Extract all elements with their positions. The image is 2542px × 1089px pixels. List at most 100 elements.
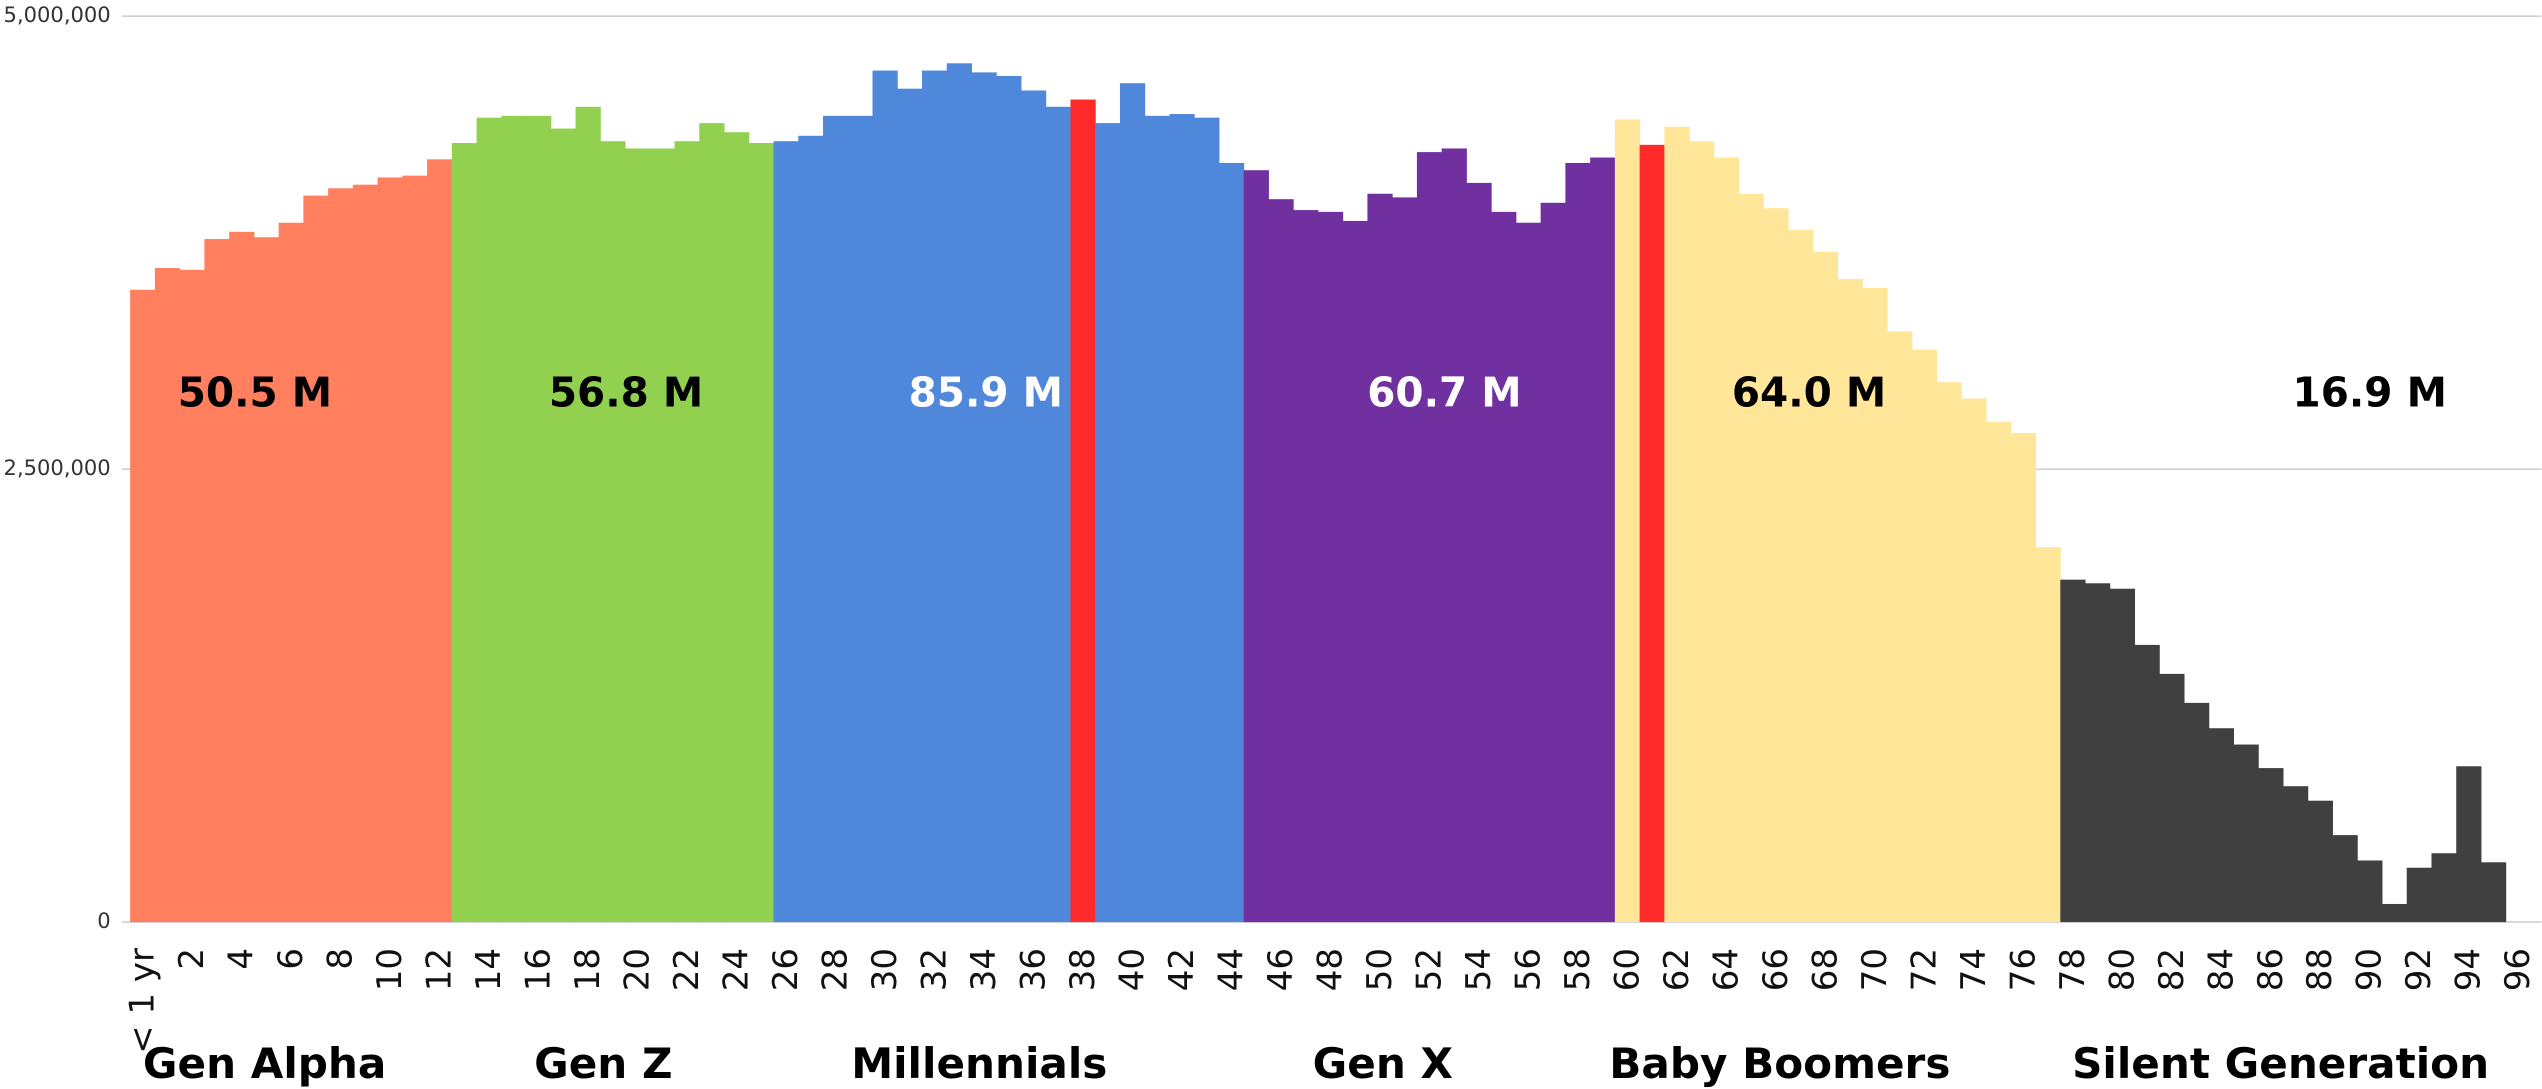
bar	[1713, 157, 1740, 923]
bar	[1441, 148, 1467, 923]
x-tick-label: 68	[1805, 948, 1845, 991]
bar	[2381, 903, 2408, 923]
bar	[1887, 331, 1913, 923]
bar	[823, 115, 849, 923]
bar	[476, 117, 502, 923]
bar	[1515, 222, 1542, 923]
x-tick-label: 26	[766, 948, 806, 991]
bar	[1664, 126, 1690, 923]
x-tick-label: 92	[2399, 948, 2439, 991]
y-tick-label: 5,000,000	[4, 2, 111, 27]
x-tick-label: 80	[2102, 948, 2142, 991]
bar	[2357, 860, 2383, 923]
bar	[2406, 867, 2432, 923]
bar	[922, 70, 948, 923]
x-tick-label: 48	[1310, 948, 1350, 991]
bar	[699, 123, 725, 923]
x-tick-label: 60	[1607, 948, 1647, 991]
x-tick-label: 22	[667, 948, 707, 991]
bar	[2184, 702, 2210, 923]
bar	[1639, 144, 1665, 923]
x-tick-label: 28	[816, 948, 856, 991]
bar	[1367, 193, 1393, 923]
y-tick-label: 2,500,000	[4, 455, 111, 480]
bar	[2480, 862, 2507, 923]
bar	[402, 175, 428, 923]
bar	[674, 141, 700, 923]
x-tick-label: 4	[222, 948, 262, 970]
x-tick-label: 70	[1855, 948, 1895, 991]
bar	[1788, 229, 1814, 923]
bar	[798, 135, 824, 923]
bar	[130, 289, 156, 923]
bar	[179, 269, 205, 923]
bar	[2109, 588, 2136, 923]
bar	[1862, 287, 1888, 923]
bar	[253, 237, 280, 923]
bar	[1293, 210, 1319, 923]
x-tick-label: 52	[1409, 948, 1449, 991]
x-tick-label: 64	[1706, 948, 1746, 991]
group-total: 85.9 M	[909, 368, 1063, 416]
x-tick-label: 10	[370, 948, 410, 991]
x-tick-label: 24	[717, 948, 757, 991]
x-tick-label: 44	[1211, 948, 1251, 991]
x-tick-label: 84	[2201, 948, 2241, 991]
bar	[2283, 786, 2309, 923]
bar	[1911, 349, 1938, 923]
bar	[501, 115, 527, 923]
bar	[526, 115, 552, 923]
x-tick-label: 6	[271, 948, 311, 970]
group-name: Gen Z	[534, 1039, 672, 1088]
x-tick-label: 42	[1162, 948, 1202, 991]
bar	[328, 188, 354, 923]
bar	[1491, 211, 1517, 923]
bar	[1144, 115, 1170, 923]
x-tick-label: 90	[2350, 948, 2390, 991]
bar	[748, 143, 775, 923]
x-tick-label: 8	[321, 948, 361, 970]
bar	[1169, 114, 1195, 923]
bar	[1317, 211, 1344, 923]
x-tick-label: 14	[469, 948, 509, 991]
x-tick-label: 18	[568, 948, 608, 991]
group-total: 64.0 M	[1732, 368, 1886, 416]
x-tick-label: 32	[914, 948, 954, 991]
bar	[1243, 170, 1269, 923]
bar	[649, 148, 676, 923]
bar	[1812, 251, 1839, 923]
bar	[1416, 152, 1443, 923]
bar	[1392, 197, 1418, 923]
bar	[1466, 182, 1492, 923]
x-tick-label: 16	[519, 948, 559, 991]
bar	[2010, 432, 2037, 923]
bar	[2085, 583, 2111, 923]
x-tick-label: 74	[1954, 948, 1994, 991]
bar	[1119, 83, 1146, 923]
bar	[2233, 744, 2259, 923]
bar	[1194, 117, 1220, 923]
x-tick-label: 88	[2300, 948, 2340, 991]
bar	[971, 72, 997, 923]
bar	[1590, 157, 1616, 923]
group-name: Silent Generation	[2072, 1039, 2489, 1088]
bar	[2456, 766, 2482, 923]
x-tick-label: 86	[2251, 948, 2291, 991]
bar	[1763, 208, 1789, 923]
x-tick-label: 50	[1360, 948, 1400, 991]
bar	[204, 239, 230, 923]
bar	[427, 159, 453, 923]
x-tick-label: 2	[172, 948, 212, 970]
x-tick-label: 94	[2449, 948, 2489, 991]
bar	[2134, 644, 2160, 923]
bar	[352, 184, 379, 923]
bar	[1020, 90, 1047, 923]
bar	[2159, 673, 2185, 923]
bar	[1738, 193, 1764, 923]
bar	[1837, 278, 1863, 923]
bar	[2060, 579, 2086, 923]
bar	[229, 231, 255, 923]
group-name: Baby Boomers	[1609, 1039, 1950, 1088]
group-total: 16.9 M	[2293, 368, 2447, 416]
x-tick-label: 78	[2053, 948, 2093, 991]
